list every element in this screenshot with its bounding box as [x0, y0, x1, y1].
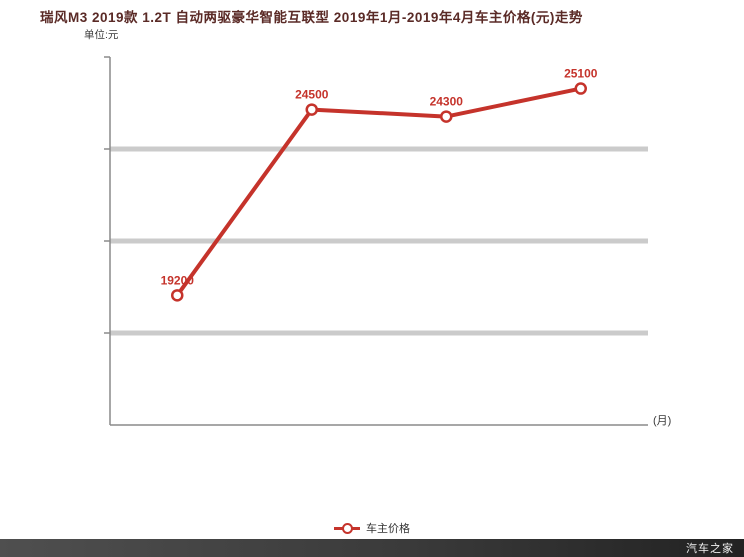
data-point-label: 24300	[430, 95, 464, 109]
brand-watermark: 汽车之家	[686, 543, 734, 555]
legend: 车主价格	[0, 520, 744, 536]
data-point-marker	[440, 110, 453, 123]
footer-bar: 汽车之家	[0, 539, 744, 557]
data-point-label: 24500	[295, 88, 329, 102]
x-axis-label: (月)	[653, 415, 672, 427]
legend-dot-icon	[342, 522, 353, 534]
chart-title: 瑞风M3 2019款 1.2T 自动两驱豪华智能互联型 2019年1月-2019…	[40, 10, 583, 25]
legend-line-marker-icon	[334, 522, 360, 534]
data-point-marker	[305, 103, 318, 116]
data-point-marker	[171, 289, 184, 302]
price-line	[175, 86, 583, 298]
legend-series-label: 车主价格	[366, 523, 410, 535]
data-point-marker	[574, 82, 587, 95]
data-point-label: 19200	[161, 273, 195, 287]
y-axis-unit-label: 单位:元	[84, 29, 119, 41]
data-point-label: 25100	[564, 67, 598, 81]
